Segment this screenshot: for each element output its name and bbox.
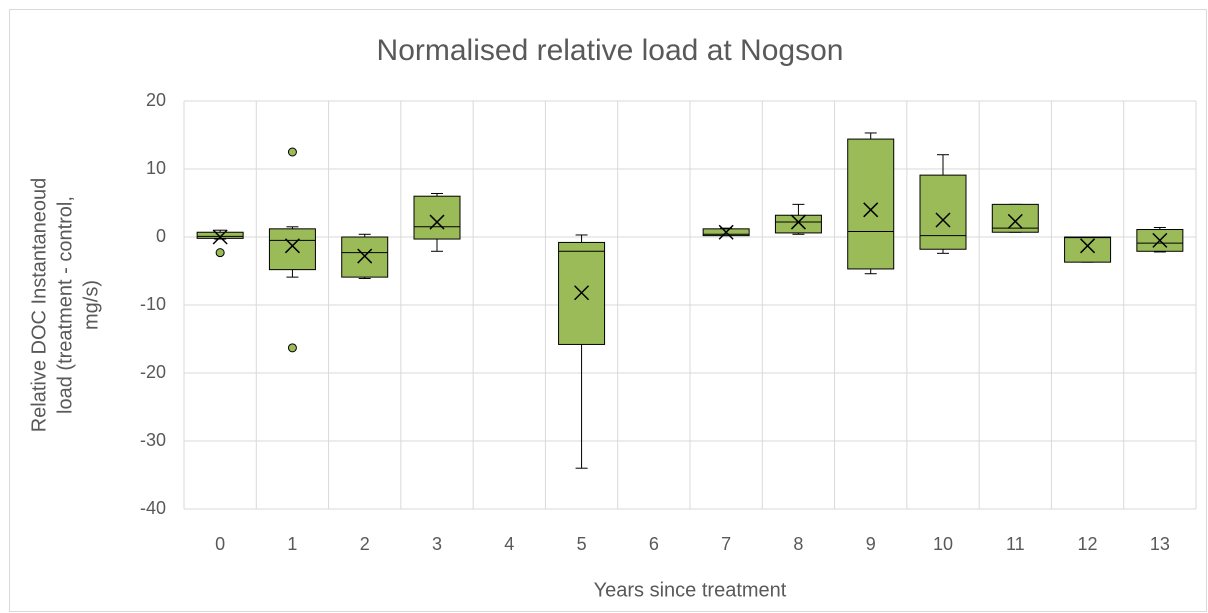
x-tick-label: 4: [504, 534, 514, 554]
box: [919, 174, 967, 250]
x-tick-label: 1: [287, 534, 297, 554]
mean-marker: [1007, 213, 1023, 229]
mean-marker: [212, 229, 228, 245]
box: [991, 203, 1039, 233]
x-tick-label: 7: [721, 534, 731, 554]
y-tick-label: 20: [146, 90, 166, 110]
mean-marker: [790, 214, 806, 230]
outlier: [287, 147, 297, 157]
y-axis-title-line: Relative DOC Instantaneoud: [28, 178, 50, 433]
mean-marker: [574, 285, 590, 301]
mean-marker: [863, 202, 879, 218]
chart-title: Normalised relative load at Nogson: [377, 34, 844, 67]
y-axis-title: Relative DOC Instantaneoud load (treatme…: [28, 178, 102, 433]
y-tick-label: 10: [146, 158, 166, 178]
x-tick-label: 13: [1150, 534, 1170, 554]
y-tick-label: -10: [140, 294, 166, 314]
x-tick-label: 9: [866, 534, 876, 554]
box: [268, 228, 316, 271]
y-tick-label: -20: [140, 362, 166, 382]
y-axis-title-line: load (treatment - control,: [54, 196, 76, 414]
mean-marker: [357, 248, 373, 264]
x-tick-label: 6: [649, 534, 659, 554]
x-tick-label: 11: [1006, 534, 1025, 554]
x-tick-label: 10: [933, 534, 953, 554]
mean-marker: [1080, 238, 1096, 254]
box: [1064, 236, 1112, 263]
box: [847, 138, 895, 270]
outlier: [287, 343, 297, 353]
x-tick-label: 5: [577, 534, 587, 554]
x-tick-label: 3: [432, 534, 442, 554]
chart-border: [9, 9, 1207, 612]
y-tick-label: 0: [156, 226, 166, 246]
x-axis-title: Years since treatment: [594, 579, 787, 601]
box: [774, 214, 822, 234]
x-tick-label: 8: [793, 534, 803, 554]
y-axis-title-line: mg/s): [80, 280, 102, 330]
mean-marker: [718, 224, 734, 240]
box: [413, 195, 461, 240]
x-tick-label: 12: [1078, 534, 1098, 554]
mean-marker: [935, 212, 951, 228]
box: [196, 231, 244, 239]
y-tick-label: -30: [140, 430, 166, 450]
outlier: [215, 248, 225, 258]
x-tick-label: 2: [360, 534, 370, 554]
x-tick-label: 0: [215, 534, 225, 554]
y-tick-label: -40: [140, 498, 166, 518]
mean-marker: [429, 214, 445, 230]
mean-marker: [284, 238, 300, 254]
mean-marker: [1152, 232, 1168, 248]
